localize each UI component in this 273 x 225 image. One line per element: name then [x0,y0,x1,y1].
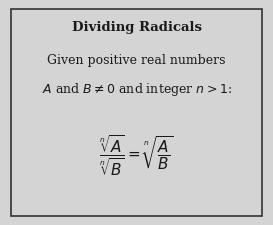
FancyBboxPatch shape [11,9,262,216]
Text: $A$ and $B \neq 0$ and integer $n > 1$:: $A$ and $B \neq 0$ and integer $n > 1$: [41,81,232,99]
Text: Dividing Radicals: Dividing Radicals [72,20,201,34]
Text: Given positive real numbers: Given positive real numbers [47,54,226,67]
Text: $\dfrac{\sqrt[n]{A}}{\sqrt[n]{B}} = \sqrt[n]{\dfrac{A}{B}}$: $\dfrac{\sqrt[n]{A}}{\sqrt[n]{B}} = \sqr… [99,133,174,178]
